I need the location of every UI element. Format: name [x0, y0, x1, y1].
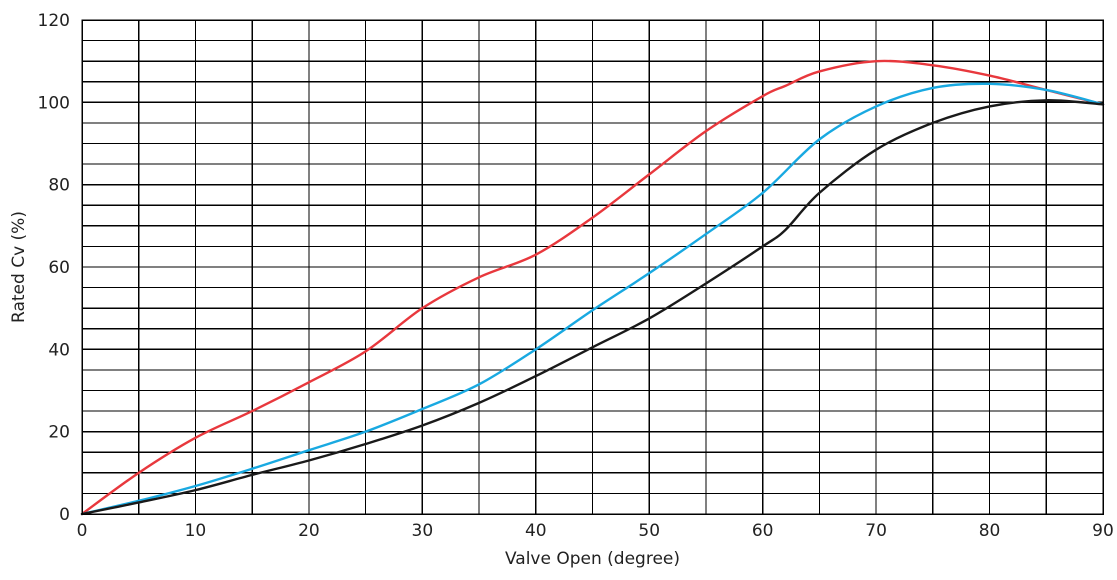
y-tick-label: 40 — [48, 340, 70, 360]
x-tick-label: 50 — [638, 521, 660, 541]
y-tick-label: 100 — [38, 93, 70, 113]
x-axis-title: Valve Open (degree) — [505, 549, 680, 569]
x-tick-label: 70 — [865, 521, 887, 541]
series-line-red — [80, 59, 1105, 516]
x-tick-label: 90 — [1092, 521, 1114, 541]
y-tick-label: 60 — [48, 258, 70, 278]
x-tick-label: 60 — [752, 521, 774, 541]
series-line-blue — [80, 82, 1105, 516]
x-tick-label: 10 — [185, 521, 207, 541]
x-axis-tick-labels: 0 10 20 30 40 50 60 70 80 90 — [77, 521, 1114, 541]
y-tick-label: 0 — [59, 505, 70, 525]
x-tick-label: 0 — [77, 521, 88, 541]
series-lines — [80, 59, 1105, 516]
y-tick-label: 20 — [48, 423, 70, 443]
grid — [81, 19, 1104, 515]
x-tick-label: 40 — [525, 521, 547, 541]
y-tick-label: 80 — [48, 176, 70, 196]
y-axis-tick-labels: 0 20 40 60 80 100 120 — [38, 11, 70, 525]
plot-frame — [81, 19, 1104, 515]
x-tick-label: 80 — [979, 521, 1001, 541]
x-tick-label: 30 — [412, 521, 434, 541]
x-tick-label: 20 — [298, 521, 320, 541]
y-axis-title: Rated Cv (%) — [9, 211, 29, 323]
series-line-black — [80, 99, 1105, 516]
y-tick-label: 120 — [38, 11, 70, 31]
